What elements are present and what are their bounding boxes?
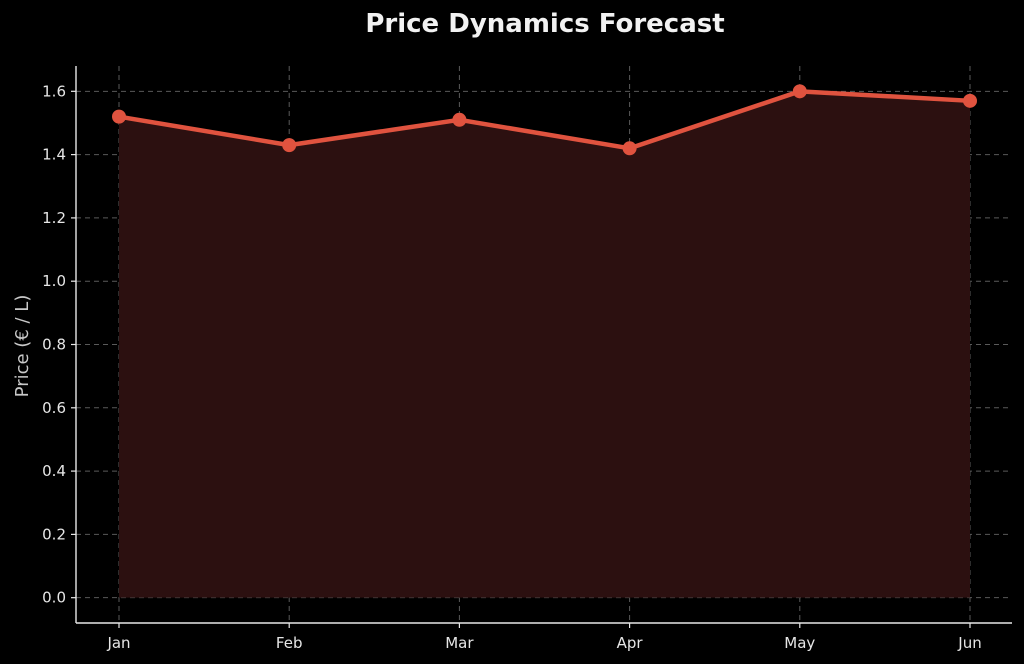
y-tick-label: 0.4 xyxy=(42,462,66,480)
data-point-marker xyxy=(452,112,467,127)
data-point-marker xyxy=(963,93,977,108)
y-tick-label: 0.8 xyxy=(42,336,66,354)
data-point-marker xyxy=(282,138,297,153)
chart-title: Price Dynamics Forecast xyxy=(365,9,724,39)
y-tick-label: 0.0 xyxy=(42,589,66,607)
data-point-marker xyxy=(622,141,637,156)
data-point-marker xyxy=(112,109,126,124)
x-tick-label: Jan xyxy=(106,634,130,652)
marker-layer xyxy=(112,84,977,156)
y-axis-label: Price (€ / L) xyxy=(12,295,33,398)
line-layer xyxy=(116,89,973,151)
x-tick-label: Jun xyxy=(957,634,981,652)
y-tick-label: 0.2 xyxy=(42,525,66,543)
x-tick-label: May xyxy=(784,634,815,652)
y-tick-label: 1.0 xyxy=(42,272,66,290)
y-tick-label: 1.4 xyxy=(42,146,66,164)
y-tick-label: 1.2 xyxy=(42,209,66,227)
y-tick-label: 0.6 xyxy=(42,399,66,417)
x-tick-label: Mar xyxy=(445,634,474,652)
x-tick-label: Apr xyxy=(617,634,644,652)
data-point-marker xyxy=(792,84,807,99)
area-layer xyxy=(119,91,970,598)
series-area-fill xyxy=(119,91,970,598)
series-line xyxy=(116,89,973,151)
x-tick-label: Feb xyxy=(276,634,303,652)
y-tick-label: 1.6 xyxy=(42,82,66,100)
tick-layer: 0.0 0.2 0.4 0.6 0.8 1.0 1.2 1.4 1.6 Jan Feb Mar Apr M… xyxy=(42,82,982,652)
